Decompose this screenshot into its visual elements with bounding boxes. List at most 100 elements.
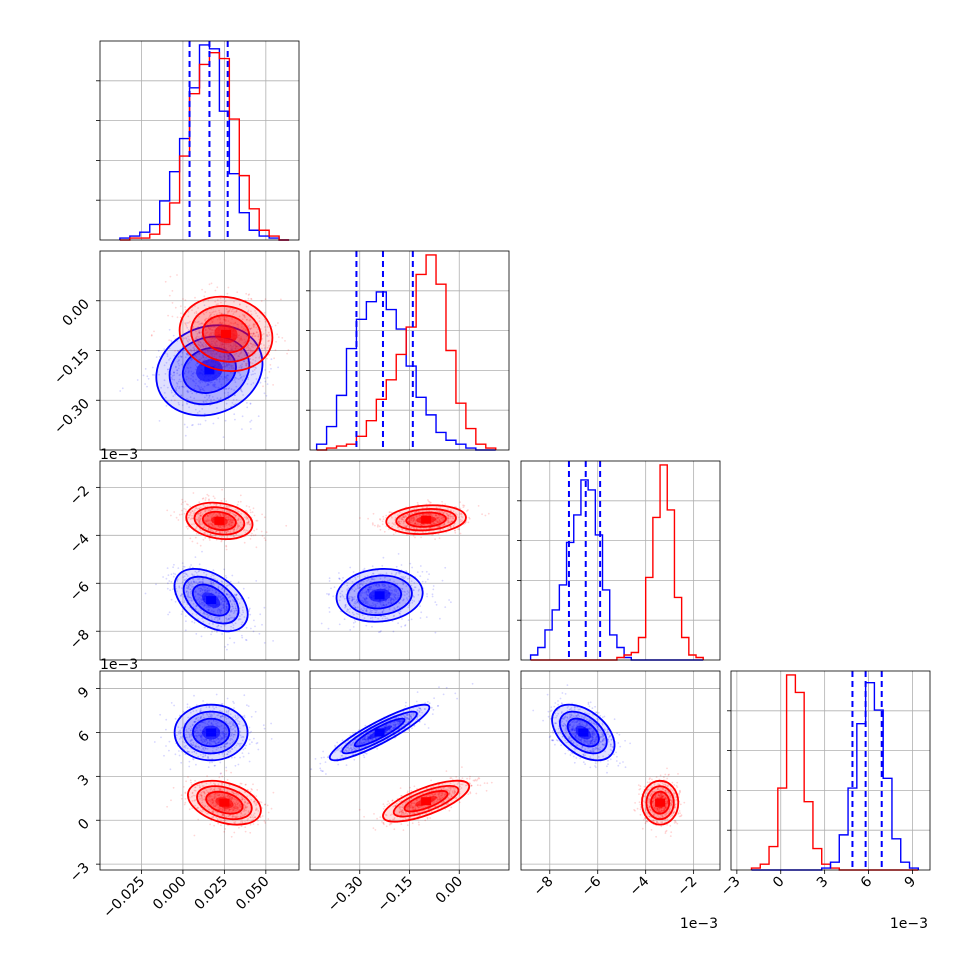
sample-point	[199, 388, 202, 391]
sample-point	[222, 363, 224, 365]
sample-point	[173, 371, 176, 374]
sample-point	[186, 703, 189, 706]
sample-point	[234, 321, 237, 324]
sample-point	[215, 340, 218, 343]
sample-point	[150, 334, 153, 337]
sample-point	[169, 768, 172, 771]
sample-point	[201, 343, 203, 346]
sample-point	[169, 589, 172, 591]
sample-point	[424, 581, 427, 583]
sample-point	[241, 636, 244, 639]
sample-point	[190, 781, 193, 784]
sample-point	[266, 804, 269, 807]
sample-point	[229, 344, 232, 346]
sample-point	[201, 288, 204, 291]
sample-point	[176, 372, 179, 375]
sample-point	[151, 366, 154, 369]
sample-point	[198, 352, 201, 355]
sample-point	[255, 795, 258, 798]
sample-point	[189, 390, 192, 392]
sample-point	[274, 324, 277, 327]
sample-point	[153, 741, 156, 743]
sample-point	[270, 722, 272, 725]
sample-point	[222, 378, 225, 380]
sample-point	[181, 513, 183, 516]
sample-point	[221, 488, 224, 491]
sample-point	[203, 295, 206, 298]
sample-point	[241, 390, 244, 393]
sample-point	[416, 571, 419, 573]
sample-point	[224, 365, 227, 368]
sample-point	[249, 357, 251, 360]
sample-point	[192, 424, 194, 426]
sample-point	[225, 364, 228, 367]
sample-point	[194, 320, 197, 323]
sample-point	[425, 570, 428, 573]
sample-point	[189, 366, 192, 369]
sample-point	[218, 378, 221, 381]
sample-point	[205, 356, 208, 359]
sample-point	[249, 538, 252, 540]
sample-point	[186, 375, 188, 378]
sample-point	[187, 329, 190, 331]
sample-point	[203, 389, 206, 392]
sample-point	[183, 349, 186, 352]
sample-point	[272, 384, 274, 386]
sample-point	[247, 311, 249, 313]
sample-point	[260, 300, 263, 302]
sample-point	[247, 344, 250, 347]
sample-point	[250, 534, 253, 537]
sample-point	[199, 341, 202, 344]
sample-point	[285, 524, 288, 527]
sample-point	[184, 801, 187, 804]
sample-point	[219, 761, 222, 764]
sample-point	[196, 362, 199, 365]
sample-point	[186, 353, 189, 355]
sample-point	[231, 574, 234, 577]
sample-point	[266, 357, 268, 360]
sample-point	[200, 335, 203, 338]
sample-point	[259, 381, 262, 384]
sample-point	[213, 383, 216, 386]
sample-point	[202, 387, 204, 390]
sample-point	[257, 415, 260, 418]
sample-point	[245, 639, 248, 642]
sample-point	[228, 355, 230, 357]
sample-point	[178, 513, 181, 516]
sample-point	[263, 820, 266, 822]
sample-point	[226, 358, 229, 361]
sample-point	[230, 388, 233, 390]
sample-point	[250, 332, 252, 335]
sample-point	[261, 623, 263, 626]
sample-point	[200, 357, 203, 360]
sample-point	[216, 407, 218, 409]
sample-point	[172, 588, 174, 591]
sample-point	[173, 378, 176, 381]
sample-point	[180, 613, 183, 615]
sample-point	[239, 782, 242, 785]
sample-point	[193, 348, 196, 350]
sample-point	[197, 320, 200, 323]
sample-point	[174, 717, 177, 720]
sample-point	[190, 370, 193, 373]
sample-point	[167, 582, 169, 585]
sample-point	[233, 756, 236, 759]
sample-point	[190, 357, 192, 360]
sample-point	[227, 398, 230, 401]
sample-point	[243, 541, 246, 544]
sample-point	[235, 399, 238, 401]
sample-point	[214, 344, 217, 347]
sample-point	[255, 367, 257, 369]
sample-point	[327, 593, 330, 596]
sample-point	[192, 347, 195, 349]
sample-point	[254, 344, 256, 347]
sample-point	[192, 758, 195, 761]
sample-point	[214, 337, 217, 340]
sample-point	[175, 387, 177, 389]
sample-point	[267, 818, 270, 820]
sample-point	[219, 355, 222, 358]
sample-point	[227, 354, 229, 357]
histogram-step-second	[316, 254, 497, 451]
sample-point	[183, 372, 186, 374]
